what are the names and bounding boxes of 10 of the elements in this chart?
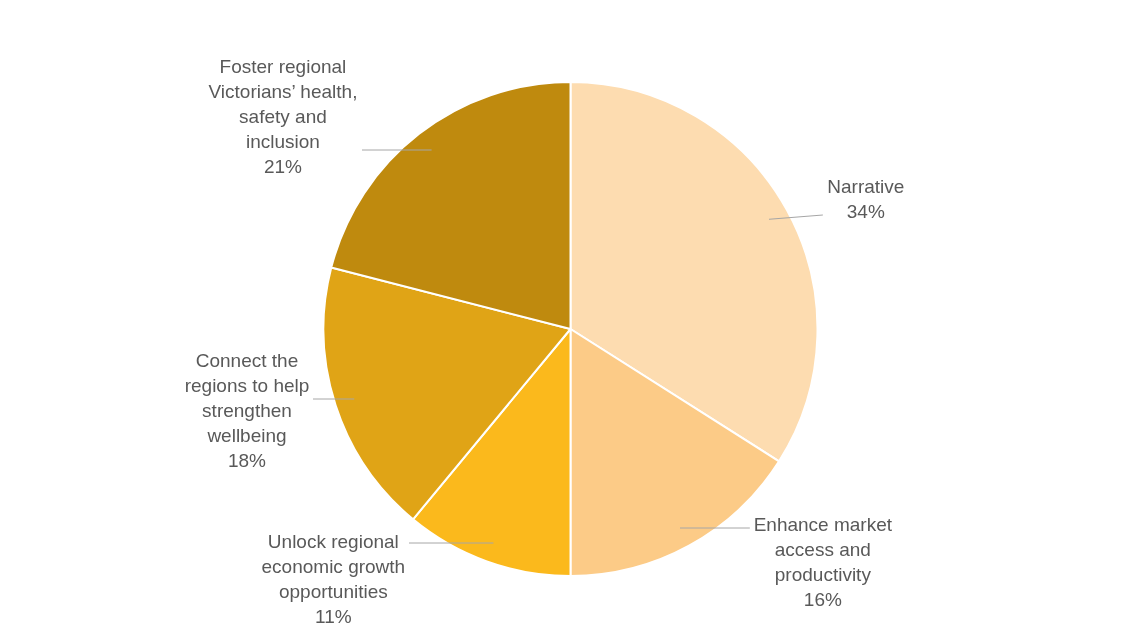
slice-label: Unlock regional economic growth opportunities (261, 530, 406, 602)
data-label: 21% (263, 156, 303, 178)
slice-label: Narrative (827, 176, 905, 198)
data-label: 11% (315, 605, 352, 627)
data-label: 34% (846, 201, 885, 223)
data-label: 16% (803, 588, 842, 610)
data-label: 18% (227, 449, 267, 471)
slice-label: Connect the regions to help strengthen wellbeing (184, 349, 310, 446)
slice-label: Foster regional Victorians’ health, safety and inclusion (208, 56, 358, 153)
slice-label: Enhance market access and productivity (753, 513, 893, 585)
